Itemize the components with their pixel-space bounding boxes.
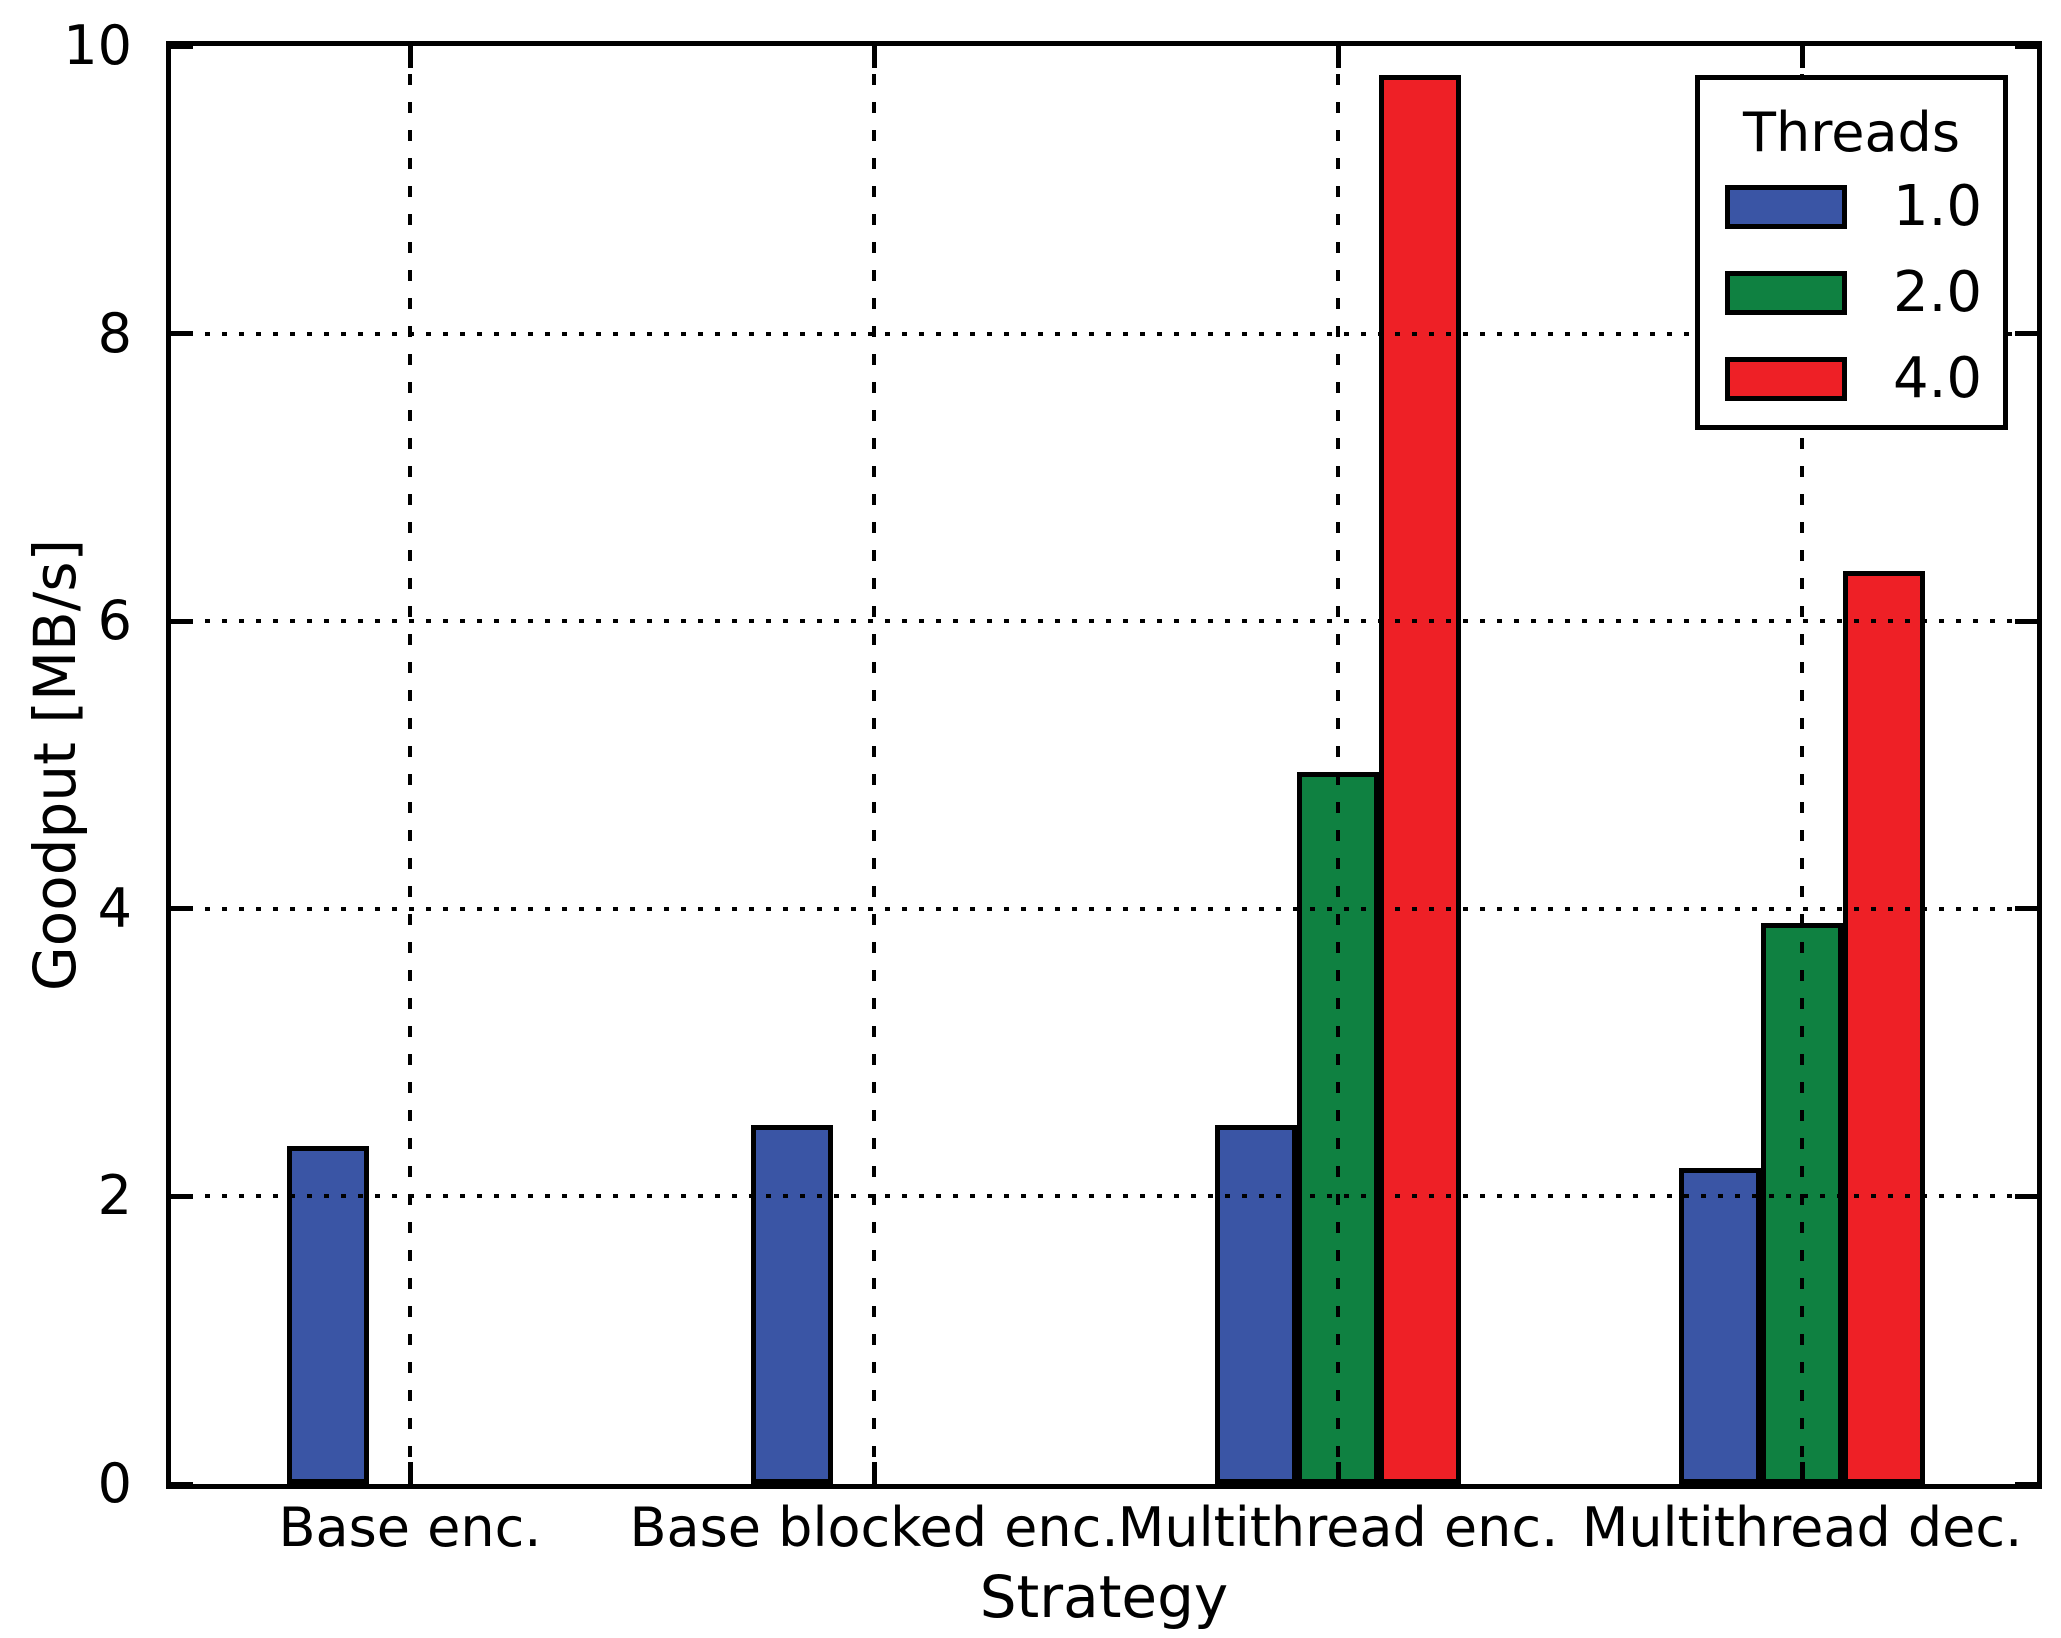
xtick-top-multithread-dec. xyxy=(1799,46,1805,68)
plot-frame xyxy=(166,41,2042,1489)
xtick-top-base-enc. xyxy=(407,46,413,68)
ytick-right-10 xyxy=(2015,43,2037,49)
xtick-label-base-enc.: Base enc. xyxy=(278,1496,542,1559)
gridline-x-multithread-dec. xyxy=(1800,46,1804,1484)
bar-multithread-dec.-4.0 xyxy=(1843,570,1925,1484)
gridline-x-base-blocked-enc. xyxy=(872,46,876,1484)
ytick-right-2 xyxy=(2015,1193,2037,1199)
gridline-x-base-enc. xyxy=(408,46,412,1484)
gridline-y-4 xyxy=(171,906,2037,911)
ytick-right-4 xyxy=(2015,906,2037,912)
legend-swatch-1.0 xyxy=(1725,185,1847,229)
legend-item-2.0: 2.0 xyxy=(1725,265,1982,321)
xtick-top-base-blocked-enc. xyxy=(871,46,877,68)
ytick-left-10 xyxy=(171,43,193,49)
y-axis-label: Goodput [MB/s] xyxy=(21,538,89,992)
ytick-label-6: 6 xyxy=(97,589,132,653)
x-axis-label: Strategy xyxy=(979,1563,1229,1631)
ytick-label-0: 0 xyxy=(97,1452,132,1515)
bar-multithread-enc.-1.0 xyxy=(1215,1124,1297,1484)
legend-label-1.0: 1.0 xyxy=(1893,174,1983,239)
legend-item-4.0: 4.0 xyxy=(1725,351,1982,407)
xtick-bottom-multithread-enc. xyxy=(1335,1462,1341,1484)
ytick-right-6 xyxy=(2015,618,2037,624)
legend-label-4.0: 4.0 xyxy=(1893,346,1983,411)
ytick-right-0 xyxy=(2015,1481,2037,1487)
ytick-label-10: 10 xyxy=(63,14,132,77)
legend-item-1.0: 1.0 xyxy=(1725,179,1982,235)
bar-base-enc.-1.0 xyxy=(287,1146,369,1484)
ytick-left-4 xyxy=(171,906,193,912)
xtick-bottom-multithread-dec. xyxy=(1799,1462,1805,1484)
legend-swatch-4.0 xyxy=(1725,357,1847,401)
legend-swatch-2.0 xyxy=(1725,271,1847,315)
xtick-label-base-blocked-enc.: Base blocked enc. xyxy=(629,1496,1119,1559)
gridline-y-6 xyxy=(171,619,2037,624)
xtick-top-multithread-enc. xyxy=(1335,46,1341,68)
legend: Threads 1.0 2.0 4.0 xyxy=(1695,75,2008,430)
ytick-label-2: 2 xyxy=(97,1164,132,1228)
gridline-y-8 xyxy=(171,331,2037,336)
xtick-bottom-base-blocked-enc. xyxy=(871,1462,877,1484)
ytick-left-8 xyxy=(171,331,193,337)
ytick-label-4: 4 xyxy=(97,876,132,940)
ytick-right-8 xyxy=(2015,331,2037,337)
xtick-bottom-base-enc. xyxy=(407,1462,413,1484)
xtick-label-multithread-enc.: Multithread enc. xyxy=(1117,1496,1559,1559)
ytick-left-2 xyxy=(171,1193,193,1199)
legend-title: Threads xyxy=(1743,101,1960,164)
xtick-label-multithread-dec.: Multithread dec. xyxy=(1581,1496,2023,1559)
ytick-left-0 xyxy=(171,1481,193,1487)
ytick-left-6 xyxy=(171,618,193,624)
ytick-label-8: 8 xyxy=(97,301,132,365)
bar-multithread-dec.-1.0 xyxy=(1679,1167,1761,1484)
bar-multithread-enc.-4.0 xyxy=(1379,74,1461,1484)
gridline-y-2 xyxy=(171,1194,2037,1199)
legend-label-2.0: 2.0 xyxy=(1893,260,1983,325)
gridline-x-multithread-enc. xyxy=(1336,46,1340,1484)
bar-base-blocked-enc.-1.0 xyxy=(751,1124,833,1484)
